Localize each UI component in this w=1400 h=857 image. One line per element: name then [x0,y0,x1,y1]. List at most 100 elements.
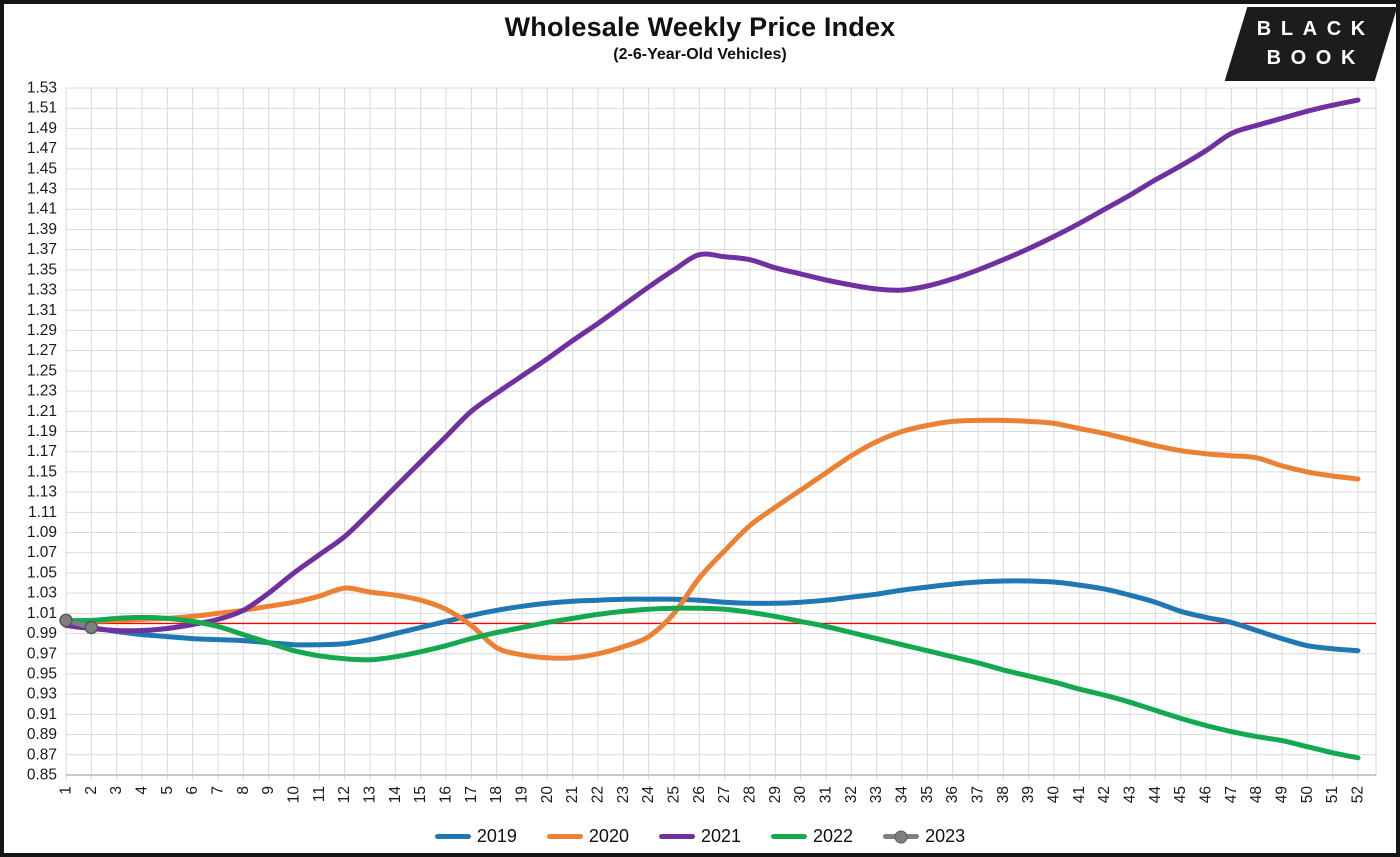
x-tick-label: 48 [1248,786,1265,803]
x-tick-label: 4 [134,786,151,795]
y-tick-label: 0.87 [27,746,57,763]
legend-item-2020: 2020 [546,826,629,847]
x-tick-label: 39 [1020,786,1037,803]
x-axis-labels: 1 2 3 4 5 6 7 8 9 10 11 12 13 14 15 16 17 18 19 20 21 22 23 24 2… [58,786,1367,804]
y-tick-label: 1.27 [27,342,57,359]
y-tick-label: 1.09 [27,524,57,541]
legend-item-2023: 2023 [883,826,965,847]
x-tick-label: 49 [1274,786,1291,803]
y-tick-label: 1.21 [27,403,57,420]
legend-marker-dot-2023 [894,830,908,843]
y-tick-label: 1.07 [27,544,57,561]
logo-line-1: BLACK [1256,18,1375,40]
x-tick-label: 10 [286,786,303,804]
y-tick-label: 0.85 [27,767,57,784]
x-tick-label: 12 [336,786,353,803]
logo-text: BLACK BOOK [1236,7,1386,81]
x-tick-label: 38 [995,786,1012,803]
x-tick-label: 42 [1096,786,1113,803]
x-tick-label: 21 [564,786,581,803]
x-tick-label: 29 [767,786,784,803]
chart-legend: 2019 2020 2021 2022 2023 [0,826,1400,847]
x-tick-label: 37 [970,786,987,803]
x-tick-label: 20 [539,786,556,804]
series-marker-2023 [59,613,73,628]
x-tick-label: 17 [463,786,480,803]
legend-label-2020: 2020 [588,826,629,846]
y-tick-label: 0.93 [27,686,57,703]
y-tick-label: 1.17 [27,443,57,460]
x-tick-label: 6 [184,786,201,795]
legend-item-2021: 2021 [658,826,742,847]
x-tick-label: 9 [260,786,277,795]
x-tick-label: 5 [159,786,176,795]
chart-subtitle: (2-6-Year-Old Vehicles) [613,46,787,63]
y-tick-label: 1.41 [27,201,57,218]
y-tick-label: 0.95 [27,665,57,682]
x-tick-label: 23 [615,786,632,803]
legend-swatch-2022 [771,834,808,839]
legend-item-2022: 2022 [771,826,853,847]
x-tick-label: 16 [438,786,455,803]
legend-swatch-2023 [883,830,920,843]
x-tick-label: 34 [894,786,911,804]
y-tick-label: 1.15 [27,463,57,480]
legend-swatch-2020 [546,834,583,839]
y-tick-label: 1.35 [27,261,57,278]
logo-line-2: BOOK [1266,47,1365,69]
series-line-2020 [63,417,1361,661]
x-tick-label: 33 [868,786,885,803]
x-tick-label: 30 [792,786,809,804]
x-tick-label: 43 [1122,786,1139,803]
y-tick-label: 1.13 [27,484,57,501]
x-tick-label: 13 [362,786,379,803]
x-tick-label: 14 [387,786,404,804]
x-tick-label: 35 [919,786,936,803]
x-tick-label: 3 [108,786,125,795]
x-tick-label: 2 [83,786,100,795]
x-tick-label: 41 [1071,786,1088,803]
x-tick-label: 18 [488,786,505,803]
legend-label-2021: 2021 [700,826,742,846]
gridlines [65,87,1377,780]
x-tick-label: 52 [1350,786,1367,803]
y-tick-label: 0.97 [27,645,57,662]
y-tick-label: 1.51 [27,100,57,117]
x-tick-label: 7 [210,786,227,795]
x-tick-label: 24 [640,786,657,804]
x-tick-label: 27 [716,786,733,803]
y-tick-label: 1.53 [27,80,57,97]
y-tick-label: 1.45 [27,160,57,177]
y-axis-labels: 0.85 0.87 0.89 0.91 0.93 0.95 0.97 0.99 1.01 1.03… [27,80,57,784]
x-tick-label: 8 [235,786,252,795]
series-line-2021 [63,97,1361,634]
legend-label-2023: 2023 [925,826,966,846]
series-line-2022 [63,605,1361,761]
x-tick-label: 44 [1147,786,1164,804]
y-tick-label: 1.39 [27,221,57,238]
series-marker-2023 [84,620,99,635]
legend-swatch-2021 [658,834,695,839]
y-tick-label: 1.03 [27,585,57,602]
x-tick-label: 22 [590,786,607,803]
y-tick-label: 1.29 [27,322,57,339]
x-tick-label: 32 [843,786,860,803]
x-tick-label: 51 [1324,786,1341,803]
y-tick-label: 0.91 [27,706,57,723]
series-line-2019 [63,578,1361,654]
legend-swatch-2019 [434,834,471,839]
x-tick-label: 15 [412,786,429,803]
x-tick-label: 19 [514,786,531,803]
y-tick-label: 1.05 [27,564,57,581]
y-tick-label: 1.49 [27,120,57,137]
y-tick-label: 1.01 [27,605,57,622]
x-tick-label: 26 [691,786,708,803]
y-tick-label: 1.25 [27,362,57,379]
y-tick-label: 1.37 [27,241,57,258]
x-tick-label: 25 [666,786,683,803]
y-tick-label: 1.33 [27,282,57,299]
title-block: Wholesale Weekly Price Index (2-6-Year-O… [0,12,1400,64]
legend-label-2019: 2019 [476,826,517,846]
